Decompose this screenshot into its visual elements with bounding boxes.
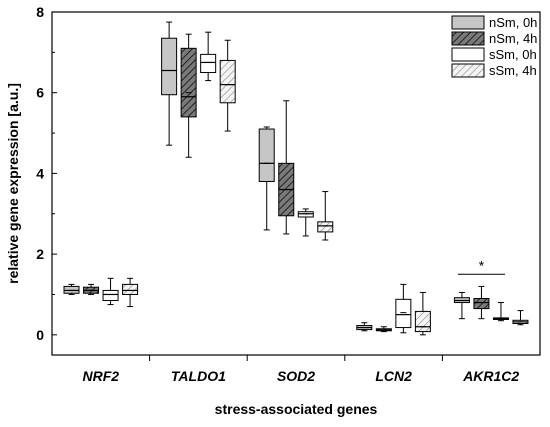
box-plot-item — [83, 283, 100, 295]
y-tick-label: 0 — [36, 327, 44, 343]
box-iqr — [473, 298, 490, 310]
box-iqr — [297, 211, 314, 218]
box-plot-item — [356, 322, 373, 332]
significance-label: * — [479, 257, 485, 273]
legend-label: sSm, 0h — [489, 47, 537, 62]
box-iqr — [258, 128, 275, 182]
x-tick-label: AKR1C2 — [462, 368, 519, 384]
box-plot-item — [297, 208, 314, 237]
x-tick-label: SOD2 — [277, 368, 315, 384]
box-iqr — [180, 47, 197, 118]
box-iqr — [395, 298, 412, 329]
y-tick-label: 8 — [36, 4, 44, 20]
y-axis-label: relative gene expression [a.u.] — [5, 83, 21, 284]
plot-area: 0 2 4 6 8 NRF2 TALDO1 SOD2 LCN2 AKR1C2 * — [36, 4, 541, 384]
legend-entry: nSm, 4h — [451, 31, 537, 46]
legend-label: sSm, 4h — [489, 63, 537, 78]
box-plot-item — [414, 291, 431, 336]
box-plot-item — [512, 310, 529, 326]
y-tick-label: 4 — [36, 165, 44, 181]
box-iqr — [122, 283, 139, 295]
box-plot-item — [375, 326, 392, 333]
legend-entry: sSm, 4h — [451, 63, 537, 78]
box-plot-item — [492, 302, 509, 322]
box-iqr — [200, 53, 217, 74]
legend-swatch — [451, 47, 485, 62]
box-plot-item — [317, 191, 334, 241]
x-tick-label: TALDO1 — [171, 368, 226, 384]
box-plot-item — [473, 285, 490, 320]
box-plot-item — [63, 283, 80, 295]
box-plot-item — [278, 100, 295, 235]
box-iqr — [219, 59, 236, 104]
legend-swatch — [451, 31, 485, 46]
box-iqr — [161, 37, 178, 96]
box-plot-item — [219, 39, 236, 132]
box-plot-item — [453, 291, 470, 320]
box-plot-item — [258, 126, 275, 231]
box-iqr — [317, 221, 334, 233]
box-plot-item — [122, 277, 139, 308]
box-plot-item — [200, 31, 217, 82]
y-tick-label: 6 — [36, 85, 44, 101]
legend-swatch — [451, 63, 485, 78]
x-axis-label: stress-associated genes — [215, 401, 378, 417]
legend-entry: nSm, 0h — [451, 15, 537, 30]
box-plot-item — [161, 21, 178, 146]
box-plot-item — [102, 277, 119, 306]
box-plot-item — [395, 283, 412, 334]
x-tick-label: NRF2 — [83, 368, 120, 384]
legend-entry: sSm, 0h — [451, 47, 537, 62]
box-iqr — [63, 285, 80, 294]
box-plot-item — [180, 33, 197, 158]
box-iqr — [102, 289, 119, 302]
legend-label: nSm, 0h — [489, 15, 537, 30]
legend-swatch — [451, 15, 485, 30]
plot-frame — [51, 11, 541, 356]
box-iqr — [414, 310, 431, 333]
x-tick-label: LCN2 — [375, 368, 412, 384]
legend-label: nSm, 4h — [489, 31, 537, 46]
y-tick-label: 2 — [36, 246, 44, 262]
